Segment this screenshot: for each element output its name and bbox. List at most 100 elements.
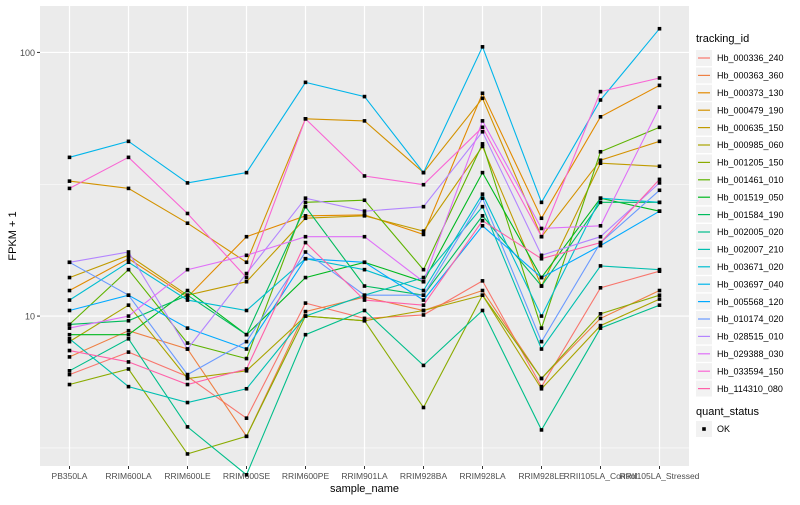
legend-label: Hb_114310_080: [717, 384, 783, 394]
data-point: [598, 234, 603, 239]
y-axis-title: FPKM + 1: [7, 211, 19, 260]
data-point: [362, 214, 367, 218]
data-point: [244, 347, 249, 351]
data-point: [539, 234, 544, 239]
data-point: [67, 308, 72, 313]
data-point: [67, 186, 72, 191]
data-point: [480, 308, 485, 313]
data-point: [657, 105, 662, 109]
data-point: [303, 234, 308, 239]
data-point: [539, 256, 544, 261]
data-point: [67, 332, 72, 337]
data-point: [598, 240, 603, 245]
data-point: [303, 275, 308, 280]
data-point: [244, 416, 249, 420]
data-point: [657, 76, 662, 80]
data-point: [421, 232, 426, 237]
data-point: [480, 170, 485, 175]
data-point: [126, 186, 131, 191]
data-point: [421, 313, 426, 317]
data-point: [244, 271, 249, 276]
data-point: [480, 125, 485, 130]
data-point: [657, 26, 662, 31]
data-point: [657, 164, 662, 169]
data-point: [126, 332, 131, 337]
legend-label: Hb_000635_150: [717, 123, 784, 133]
x-axis-title: sample_name: [330, 483, 399, 495]
data-point: [480, 218, 485, 223]
legend-label: Hb_002007_210: [717, 245, 784, 255]
data-point: [67, 288, 72, 293]
data-point: [303, 196, 308, 200]
data-point: [67, 298, 72, 302]
data-point: [244, 260, 249, 265]
legend-label: Hb_001461_010: [717, 175, 784, 185]
data-point: [362, 267, 367, 272]
legend-label: Hb_003697_040: [717, 279, 784, 289]
data-point: [539, 347, 544, 351]
x-tick-label: RRIM901LA: [341, 471, 388, 481]
legend-label: Hb_002005_020: [717, 227, 784, 237]
x-tick-label: RRIM600PE: [282, 471, 330, 481]
data-point: [598, 312, 603, 316]
data-point: [303, 240, 308, 245]
data-point: [244, 367, 249, 371]
data-point: [185, 376, 190, 381]
data-point: [657, 188, 662, 193]
y-tick-label: 10: [25, 312, 35, 322]
data-point: [598, 149, 603, 154]
data-point: [126, 367, 131, 371]
data-point: [539, 386, 544, 391]
data-point: [539, 216, 544, 221]
legend-label: Hb_000373_130: [717, 88, 784, 98]
data-point: [185, 326, 190, 330]
data-point: [539, 253, 544, 258]
data-point: [126, 303, 131, 307]
data-point: [67, 326, 72, 330]
data-point: [303, 301, 308, 305]
data-point: [185, 181, 190, 185]
x-tick-label: PB350LA: [52, 471, 88, 481]
data-point: [539, 384, 544, 389]
shape-legend-key-marker: [702, 427, 706, 431]
x-tick-label: RRII105LA_Stressed: [620, 471, 700, 481]
data-point: [67, 348, 72, 353]
data-point: [185, 267, 190, 272]
legend-label: Hb_010174_020: [717, 314, 784, 324]
data-point: [480, 196, 485, 200]
data-point: [657, 209, 662, 213]
data-point: [539, 284, 544, 288]
data-point: [539, 314, 544, 318]
data-point: [185, 347, 190, 351]
data-point: [421, 170, 426, 175]
data-point: [421, 275, 426, 280]
legend-label: Hb_001205_150: [717, 158, 784, 168]
legend-label: Hb_000985_060: [717, 140, 784, 150]
data-point: [598, 114, 603, 119]
data-point: [421, 405, 426, 410]
data-point: [362, 318, 367, 323]
data-point: [185, 452, 190, 456]
legend-label: Hb_000479_190: [717, 105, 784, 115]
data-point: [362, 174, 367, 178]
data-point: [67, 275, 72, 280]
data-point: [598, 223, 603, 228]
data-point: [126, 328, 131, 333]
data-point: [185, 374, 190, 379]
data-point: [598, 316, 603, 321]
data-point: [362, 94, 367, 99]
data-point: [67, 369, 72, 373]
legend-label: Hb_028515_010: [717, 332, 784, 342]
data-point: [362, 295, 367, 299]
data-point: [598, 243, 603, 248]
data-point: [185, 341, 190, 345]
data-point: [126, 318, 131, 323]
data-point: [480, 144, 485, 149]
legend-label: Hb_000336_240: [717, 53, 784, 63]
data-point: [657, 293, 662, 298]
data-point: [126, 253, 131, 258]
data-point: [539, 226, 544, 231]
data-point: [126, 155, 131, 160]
data-point: [657, 303, 662, 307]
